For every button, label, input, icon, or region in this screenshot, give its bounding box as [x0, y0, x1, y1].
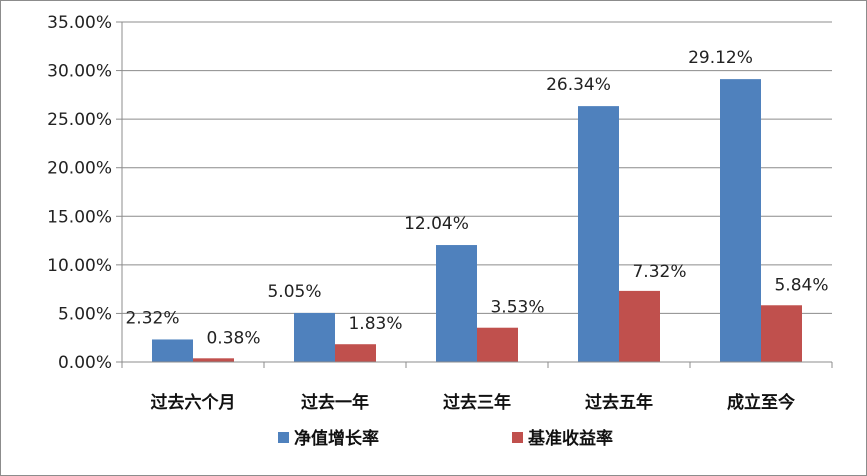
- bar: [152, 339, 193, 362]
- y-tick-label: 0.00%: [58, 353, 112, 373]
- bar: [720, 79, 761, 363]
- bar: [619, 290, 660, 362]
- data-label: 29.12%: [688, 48, 753, 68]
- bar: [294, 312, 335, 362]
- bar: [436, 245, 477, 362]
- legend-swatch: [512, 432, 523, 443]
- bar: [578, 106, 619, 362]
- x-category-label: 成立至今: [727, 392, 795, 413]
- data-label: 26.34%: [546, 75, 611, 95]
- y-tick-label: 15.00%: [47, 207, 112, 227]
- y-tick-label: 25.00%: [47, 110, 112, 130]
- y-tick-label: 10.00%: [47, 256, 112, 276]
- data-label: 2.32%: [125, 308, 179, 328]
- x-category-label: 过去三年: [443, 392, 511, 413]
- legend-label: 基准收益率: [527, 428, 613, 449]
- x-category-label: 过去一年: [301, 392, 369, 413]
- data-label: 5.05%: [267, 282, 321, 302]
- bar: [761, 305, 802, 362]
- data-label: 0.38%: [206, 328, 260, 348]
- data-label: 12.04%: [404, 214, 469, 234]
- data-labels: 2.32% 5.05% 12.04% 26.34% 29.12% 0.38% 1.83% 3.…: [125, 48, 828, 348]
- y-tick-label: 20.00%: [47, 159, 112, 179]
- x-category-label: 过去五年: [585, 392, 653, 413]
- legend-swatch: [278, 432, 289, 443]
- data-label: 3.53%: [490, 298, 544, 318]
- gridlines: [122, 21, 832, 314]
- data-label: 1.83%: [348, 314, 402, 334]
- data-label: 5.84%: [774, 275, 828, 295]
- bar: [477, 327, 518, 362]
- legend-label: 净值增长率: [294, 428, 379, 449]
- bar: [335, 344, 376, 362]
- legend: 净值增长率 基准收益率: [278, 428, 613, 449]
- data-label: 7.32%: [632, 262, 686, 282]
- bar: [193, 358, 234, 362]
- x-category-label: 过去六个月: [151, 392, 236, 413]
- y-tick-label: 35.00%: [47, 13, 112, 33]
- y-tick-label: 30.00%: [47, 62, 112, 82]
- axes: 0.00% 5.00% 10.00% 15.00% 20.00% 25.00% 30.00%…: [47, 13, 833, 413]
- y-tick-label: 5.00%: [58, 304, 112, 324]
- bars: [152, 79, 802, 363]
